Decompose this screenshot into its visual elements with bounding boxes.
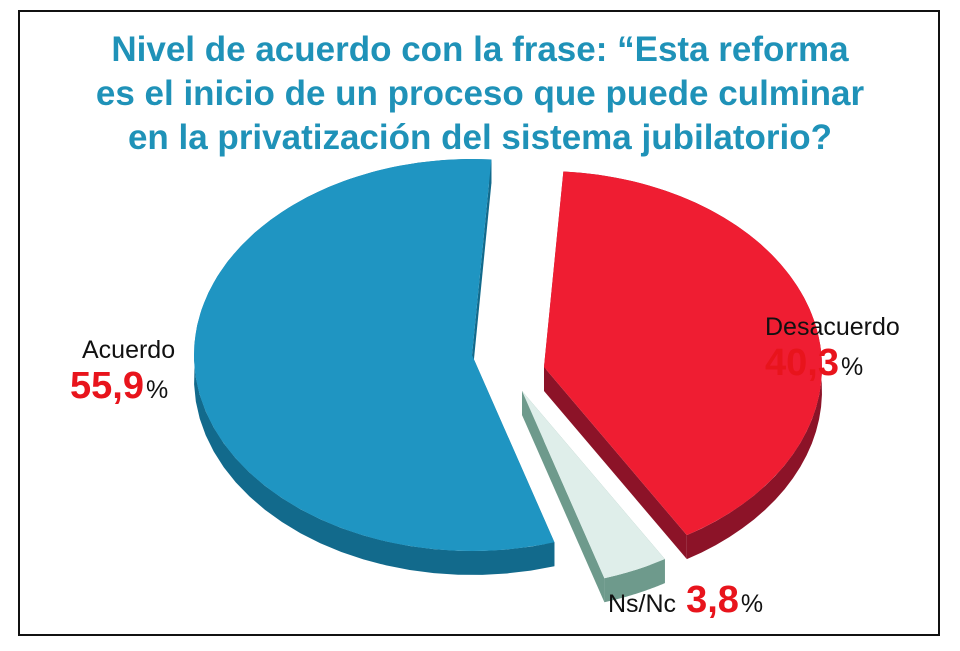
- slice-wall-desacuerdo-1: [544, 367, 687, 560]
- label-nsnc-name: Ns/Nc: [608, 590, 676, 618]
- slice-wall-acuerdo-1: [472, 159, 492, 379]
- slice-acuerdo: [193, 159, 555, 551]
- slice-side-ns-nc: [604, 559, 665, 603]
- chart-title-line-1: Nivel de acuerdo con la frase: “Esta ref…: [111, 30, 849, 69]
- label-nsnc-number: 3,8: [686, 579, 739, 621]
- chart-title: Nivel de acuerdo con la frase: “Esta ref…: [60, 28, 900, 160]
- label-desacuerdo-name: Desacuerdo: [765, 313, 900, 341]
- label-acuerdo-value: 55,9%: [70, 365, 168, 407]
- label-nsnc-percent: %: [741, 590, 763, 618]
- pie-slices: [193, 159, 822, 603]
- label-nsnc: Ns/Nc 3,8%: [608, 579, 763, 621]
- slice-desacuerdo: [544, 171, 822, 536]
- chart-title-line-3: en la privatización del sistema jubilato…: [127, 118, 833, 157]
- label-desacuerdo-percent: %: [841, 353, 863, 381]
- label-desacuerdo-number: 40,3: [765, 342, 839, 384]
- label-desacuerdo-value: 40,3%: [765, 342, 863, 384]
- label-acuerdo-percent: %: [146, 376, 168, 404]
- slice-wall-ns-nc-1: [522, 391, 605, 603]
- label-acuerdo-name: Acuerdo: [82, 336, 175, 364]
- label-acuerdo-number: 55,9: [70, 365, 144, 407]
- slice-ns-nc: [522, 391, 665, 579]
- chart-title-line-2: es el inicio de un proceso que puede cul…: [95, 74, 865, 113]
